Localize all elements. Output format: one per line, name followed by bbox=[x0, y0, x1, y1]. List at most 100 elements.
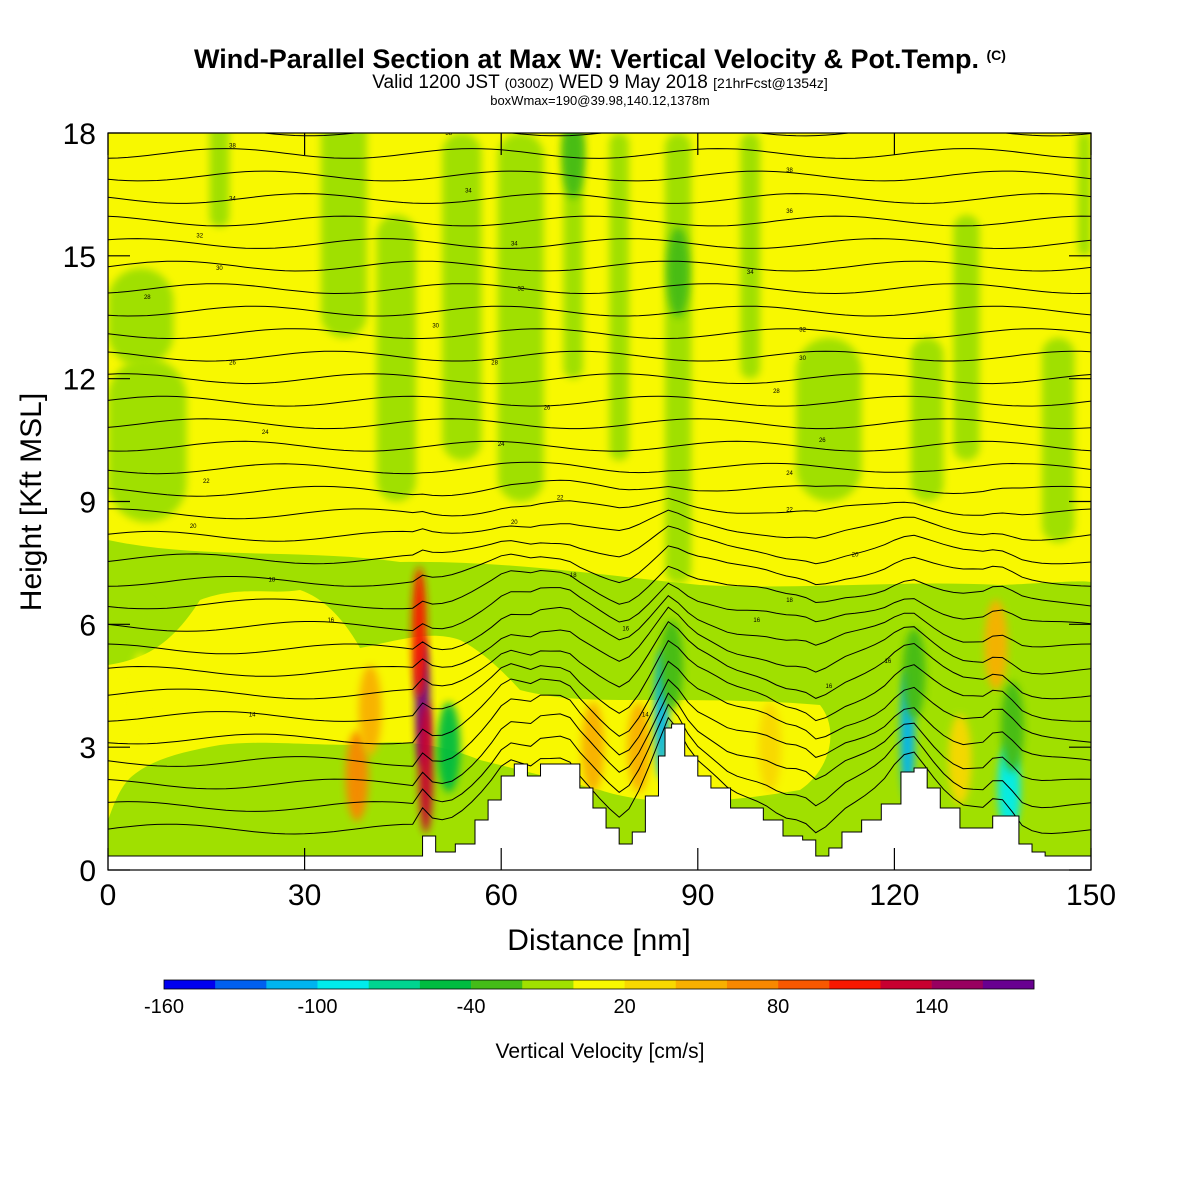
theta-contour-30 bbox=[108, 148, 1091, 159]
colorbar-swatch-9 bbox=[624, 980, 677, 989]
contour-label-35: 16 bbox=[885, 659, 892, 665]
theta-contour-9 bbox=[108, 582, 1091, 632]
velocity-core-10 bbox=[758, 702, 782, 793]
colorbar-swatch-8 bbox=[573, 980, 625, 989]
contour-label-9: 32 bbox=[518, 287, 525, 293]
contour-label-16: 28 bbox=[491, 360, 498, 366]
theta-contour-18 bbox=[108, 418, 1091, 430]
contour-label-18: 26 bbox=[544, 405, 551, 411]
velocity-core-19 bbox=[129, 652, 153, 744]
title-main: Wind-Parallel Section at Max W: Vertical… bbox=[194, 44, 979, 74]
moist-band-12 bbox=[796, 337, 862, 502]
theta-contour-6 bbox=[108, 620, 1091, 700]
velocity-core-18 bbox=[561, 133, 585, 199]
velocity-core-4 bbox=[358, 665, 382, 756]
contour-label-3: 34 bbox=[465, 188, 472, 194]
colorbar-frame bbox=[163, 979, 1035, 990]
theta-contour-10 bbox=[108, 565, 1091, 610]
colorbar-label: Vertical Velocity [cm/s] bbox=[496, 1040, 705, 1063]
theta-contour-5 bbox=[108, 639, 1091, 722]
contour-label-4: 38 bbox=[786, 168, 793, 174]
moist-band-2 bbox=[108, 595, 154, 637]
moist-band-14 bbox=[953, 214, 980, 461]
theta-contour-24 bbox=[108, 283, 1091, 295]
contour-label-8: 30 bbox=[216, 266, 223, 272]
moist-band-7 bbox=[497, 133, 544, 502]
y-tick-label-2: 6 bbox=[79, 609, 96, 642]
velocity-core-5 bbox=[437, 702, 461, 793]
colorbar-swatch-7 bbox=[522, 980, 574, 989]
chart-subtitle: boxWmax=190@39.98,140.12,1378m bbox=[490, 93, 710, 108]
colorbar-swatch-4 bbox=[368, 980, 421, 989]
colorbar-tick-label-2: -40 bbox=[457, 996, 486, 1018]
velocity-core-16 bbox=[1000, 681, 1024, 772]
contour-label-1: 38 bbox=[445, 131, 452, 137]
theta-contour-20 bbox=[108, 373, 1091, 385]
colorbar-swatch-14 bbox=[880, 980, 932, 989]
moist-band-6 bbox=[442, 133, 482, 461]
theta-contour-8 bbox=[108, 595, 1091, 655]
contour-label-36: 16 bbox=[826, 684, 833, 690]
colorbar-swatch-15 bbox=[931, 980, 984, 989]
contour-label-37: 14 bbox=[249, 712, 256, 718]
contour-label-38: 14 bbox=[642, 712, 649, 718]
x-axis-label: Distance [nm] bbox=[507, 924, 690, 957]
colorbar-tick-label-5: 140 bbox=[915, 996, 948, 1018]
x-axis: 0 30 60 90 120 150 bbox=[100, 133, 1116, 912]
contour-label-13: 32 bbox=[799, 328, 806, 334]
contour-label-29: 18 bbox=[268, 577, 275, 583]
velocity-cores bbox=[129, 133, 1024, 834]
colorbar-tick-label-0: -160 bbox=[144, 996, 184, 1018]
theta-contour-28 bbox=[108, 193, 1091, 204]
contour-label-20: 24 bbox=[498, 442, 505, 448]
theta-contour-25 bbox=[108, 260, 1091, 272]
contour-label-26: 20 bbox=[190, 524, 197, 530]
theta-contour-14 bbox=[108, 497, 1091, 520]
moist-band-9 bbox=[609, 133, 629, 461]
moist-band-0 bbox=[108, 268, 174, 367]
velocity-core-6 bbox=[581, 702, 605, 793]
plot-area: 38 38 34 34 38 36 32 34 30 32 34 28 30 32 30 26 28 28 26 24… bbox=[108, 131, 1091, 870]
colorbar-swatch-6 bbox=[471, 980, 523, 989]
moist-band-5 bbox=[376, 214, 417, 502]
theta-contour-15 bbox=[108, 479, 1091, 497]
x-tick-label-1: 30 bbox=[288, 879, 321, 912]
valid-prefix: Valid 1200 JST bbox=[372, 72, 500, 93]
theta-contour-29 bbox=[108, 170, 1091, 182]
theta-contour-3 bbox=[108, 678, 1091, 767]
velocity-core-13 bbox=[948, 714, 972, 805]
moist-band-10 bbox=[665, 133, 692, 584]
velocity-core-3 bbox=[345, 730, 369, 821]
title-copyright: (C) bbox=[986, 47, 1006, 63]
moist-band-1 bbox=[108, 358, 187, 522]
contour-label-33: 16 bbox=[622, 626, 629, 632]
theta-contour-13 bbox=[108, 509, 1091, 542]
y-tick-label-6: 18 bbox=[63, 118, 96, 151]
contour-label-34: 16 bbox=[753, 618, 760, 624]
colorbar-tick-label-4: 80 bbox=[767, 996, 789, 1018]
velocity-core-14 bbox=[984, 599, 1008, 690]
forecast-info: [21hrFcst@1354z] bbox=[713, 75, 828, 91]
colorbar-swatch-11 bbox=[726, 980, 779, 989]
contour-label-23: 24 bbox=[786, 471, 793, 477]
contour-label-25: 22 bbox=[786, 508, 793, 514]
moist-band-4 bbox=[320, 133, 367, 338]
contour-label-7: 34 bbox=[511, 242, 518, 248]
contour-label-27: 20 bbox=[511, 520, 518, 526]
x-tick-label-2: 60 bbox=[485, 879, 518, 912]
theta-contour-17 bbox=[108, 440, 1091, 452]
y-axis-label: Height [Kft MSL] bbox=[15, 393, 48, 611]
theta-contour-23 bbox=[108, 305, 1091, 317]
contour-label-11: 28 bbox=[144, 295, 151, 301]
colorbar-swatch-1 bbox=[215, 980, 267, 989]
contour-label-0: 38 bbox=[229, 143, 236, 149]
colorbar-tick-label-1: -100 bbox=[298, 996, 338, 1018]
contour-label-28: 20 bbox=[852, 553, 859, 559]
theta-contour-11 bbox=[108, 545, 1091, 587]
contour-label-5: 36 bbox=[786, 209, 793, 215]
theta-contour-16 bbox=[108, 461, 1091, 475]
colorbar-swatch-3 bbox=[317, 980, 370, 989]
theta-contour-19 bbox=[108, 395, 1091, 407]
